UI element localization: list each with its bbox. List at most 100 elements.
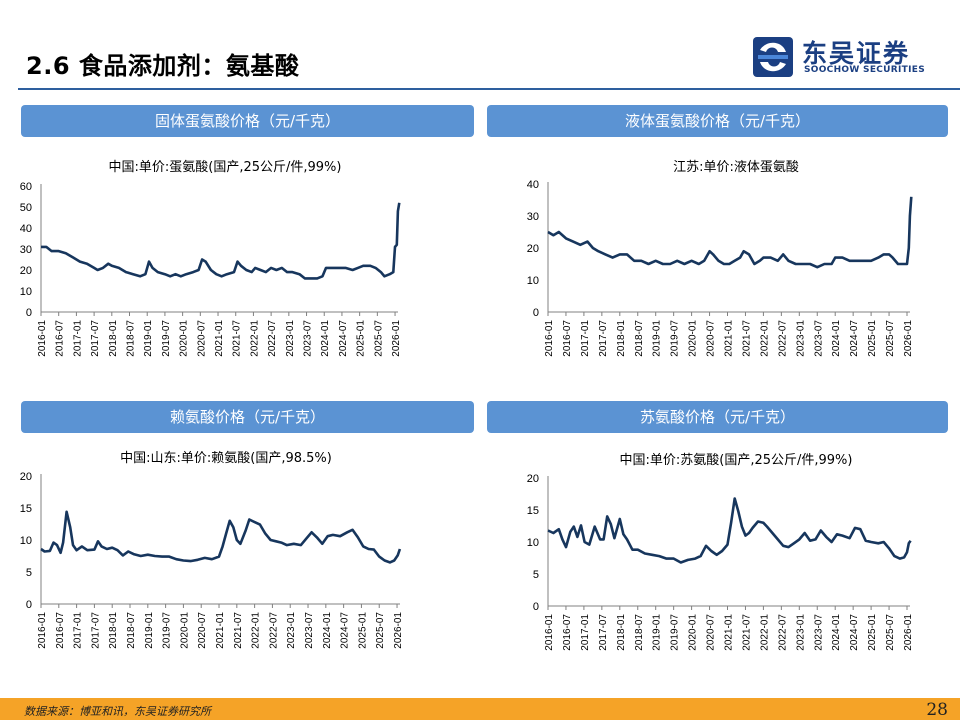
x-tick-label: 2020-07 (706, 320, 717, 357)
x-tick-label: 2020-07 (196, 320, 207, 357)
x-tick-label: 2021-01 (724, 320, 735, 357)
series-line (547, 196, 913, 269)
x-tick-label: 2018-01 (108, 612, 119, 649)
x-tick-label: 2025-01 (867, 614, 878, 651)
x-tick-label: 2026-01 (393, 612, 404, 649)
x-tick-label: 2018-07 (126, 612, 137, 649)
x-tick-label: 2023-07 (813, 320, 824, 357)
y-tick-label: 50 (20, 202, 32, 214)
y-tick-label: 0 (26, 307, 32, 319)
title-divider (18, 88, 960, 90)
x-tick-label: 2017-01 (73, 612, 84, 649)
x-tick-label: 2017-01 (580, 320, 591, 357)
x-tick-label: 2019-07 (162, 612, 173, 649)
y-tick-label: 20 (527, 243, 539, 255)
x-tick-label: 2026-01 (391, 320, 402, 357)
x-tick-label: 2023-01 (286, 612, 297, 649)
x-tick-label: 2021-01 (215, 612, 226, 649)
x-tick-label: 2019-01 (144, 612, 155, 649)
x-tick-label: 2022-01 (759, 320, 770, 357)
x-tick-label: 2024-07 (340, 612, 351, 649)
x-tick-label: 2017-07 (90, 320, 101, 357)
x-tick-label: 2020-01 (688, 320, 699, 357)
y-tick-label: 5 (26, 567, 32, 579)
panel-header-lysine: 赖氨酸价格（元/千克） (21, 401, 474, 433)
x-tick-label: 2021-07 (741, 614, 752, 651)
x-tick-label: 2016-01 (37, 320, 48, 357)
x-tick-label: 2022-07 (267, 320, 278, 357)
series-line (547, 497, 912, 564)
x-tick-label: 2022-01 (249, 320, 260, 357)
y-tick-label: 15 (527, 505, 539, 517)
x-tick-label: 2026-01 (903, 614, 914, 651)
y-tick-label: 20 (20, 265, 32, 277)
x-tick-label: 2019-01 (143, 320, 154, 357)
x-tick-label: 2023-07 (304, 612, 315, 649)
x-tick-label: 2024-01 (320, 320, 331, 357)
x-tick-label: 2025-07 (885, 614, 896, 651)
x-tick-label: 2017-01 (580, 614, 591, 651)
panel-header-threonine: 苏氨酸价格（元/千克） (487, 401, 948, 433)
y-tick-label: 10 (20, 286, 32, 298)
brand-name-en: SOOCHOW SECURITIES (804, 65, 925, 75)
x-tick-label: 2019-07 (670, 320, 681, 357)
y-tick-label: 10 (527, 537, 539, 549)
y-tick-label: 20 (20, 471, 32, 483)
chart-title: 中国:山东:单价:赖氨酸(国产,98.5%) (120, 451, 332, 466)
x-tick-label: 2022-01 (759, 614, 770, 651)
brand-name-cn: 东吴证券 (802, 39, 911, 68)
x-tick-label: 2022-07 (777, 320, 788, 357)
x-tick-label: 2021-01 (214, 320, 225, 357)
x-tick-label: 2016-01 (544, 320, 555, 357)
x-tick-label: 2025-07 (885, 320, 896, 357)
x-tick-label: 2017-01 (72, 320, 83, 357)
x-tick-label: 2019-01 (652, 614, 663, 651)
chart-title: 江苏:单价:液体蛋氨酸 (673, 159, 799, 175)
x-tick-label: 2021-07 (233, 612, 244, 649)
x-tick-label: 2024-01 (322, 612, 333, 649)
panel-header-liquid-methionine: 液体蛋氨酸价格（元/千克） (487, 105, 948, 137)
soochow-logo-icon (753, 37, 793, 77)
x-tick-label: 2018-07 (126, 320, 137, 357)
x-tick-label: 2021-07 (232, 320, 243, 357)
y-tick-label: 10 (527, 275, 539, 287)
brand-logo: 东吴证券 SOOCHOW SECURITIES (752, 34, 942, 80)
x-tick-label: 2020-07 (706, 614, 717, 651)
page-number: 28 (926, 700, 948, 720)
x-tick-label: 2016-07 (55, 320, 66, 357)
x-tick-label: 2024-01 (831, 320, 842, 357)
x-tick-label: 2021-01 (724, 614, 735, 651)
x-tick-label: 2023-07 (303, 320, 314, 357)
chart-title: 中国:单价:蛋氨酸(国产,25公斤/件,99%) (109, 160, 342, 175)
x-tick-label: 2023-01 (795, 320, 806, 357)
footer-bar (0, 698, 960, 720)
x-tick-label: 2024-01 (831, 614, 842, 651)
x-tick-label: 2025-01 (867, 320, 878, 357)
x-tick-label: 2023-07 (813, 614, 824, 651)
x-tick-label: 2016-07 (562, 614, 573, 651)
x-tick-label: 2016-01 (37, 612, 48, 649)
y-tick-label: 40 (20, 223, 32, 235)
page-title: 2.6 食品添加剂：氨基酸 (26, 52, 300, 80)
x-tick-label: 2020-01 (688, 614, 699, 651)
x-tick-label: 2019-07 (670, 614, 681, 651)
x-tick-label: 2023-01 (795, 614, 806, 651)
y-tick-label: 0 (533, 601, 539, 613)
x-tick-label: 2021-07 (741, 320, 752, 357)
x-tick-label: 2023-01 (285, 320, 296, 357)
chart-title: 中国:单价:苏氨酸(国产,25公斤/件,99%) (620, 452, 853, 468)
x-tick-label: 2020-07 (197, 612, 208, 649)
x-tick-label: 2025-07 (375, 612, 386, 649)
y-tick-label: 5 (533, 569, 539, 581)
x-tick-label: 2025-01 (357, 612, 368, 649)
x-tick-label: 2018-07 (634, 614, 645, 651)
panel-header-solid-methionine: 固体蛋氨酸价格（元/千克） (21, 105, 474, 137)
x-tick-label: 2017-07 (598, 614, 609, 651)
y-tick-label: 20 (527, 473, 539, 485)
x-tick-label: 2017-07 (90, 612, 101, 649)
y-tick-label: 15 (20, 503, 32, 515)
y-tick-label: 40 (527, 179, 539, 191)
x-tick-label: 2026-01 (903, 320, 914, 357)
x-tick-label: 2022-01 (251, 612, 262, 649)
x-tick-label: 2017-07 (598, 320, 609, 357)
